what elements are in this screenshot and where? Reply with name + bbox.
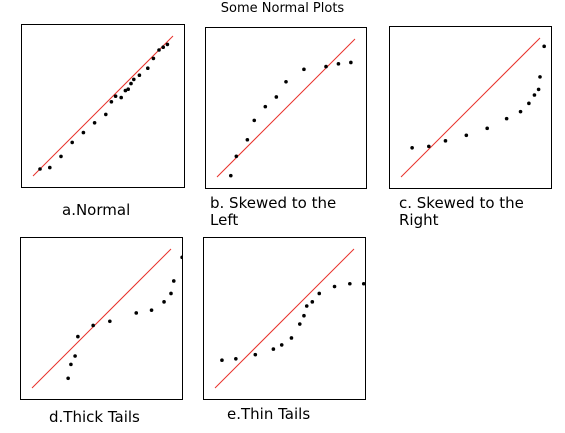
data-point	[119, 95, 123, 100]
data-point	[302, 313, 306, 318]
reference-line	[214, 248, 355, 389]
data-point	[538, 75, 542, 79]
data-point	[274, 95, 279, 99]
data-point	[443, 139, 448, 143]
data-point	[229, 173, 233, 178]
data-point	[134, 311, 139, 315]
data-point	[126, 87, 130, 91]
data-point	[542, 44, 546, 49]
plot-frame	[20, 237, 183, 400]
plot-normal	[21, 24, 185, 188]
data-point	[427, 144, 431, 149]
caption-skewed-left: b. Skewed to the Left	[210, 194, 337, 229]
data-point	[284, 79, 288, 84]
caption-thick-tails: d.Thick Tails	[49, 408, 140, 426]
data-point	[151, 56, 156, 61]
caption-normal: a.Normal	[62, 201, 131, 219]
data-point	[332, 284, 337, 289]
caption-skewed-right: c. Skewed to the Right	[399, 194, 524, 229]
data-point	[220, 358, 224, 362]
data-point	[245, 137, 250, 142]
plot-frame	[203, 237, 366, 400]
data-point	[91, 323, 95, 328]
data-point	[76, 334, 80, 339]
reference-line	[216, 38, 356, 178]
data-point	[527, 101, 531, 106]
data-point	[317, 291, 322, 296]
data-point	[162, 300, 166, 304]
plot-thick-tails	[20, 237, 183, 400]
data-point	[104, 112, 108, 117]
data-point	[180, 255, 183, 260]
data-point	[59, 154, 63, 159]
data-point	[129, 81, 133, 86]
data-point	[165, 42, 170, 47]
data-point	[289, 336, 294, 340]
data-point	[361, 281, 366, 286]
page-title: Some Normal Plots	[220, 1, 345, 16]
data-point	[518, 109, 523, 114]
data-point	[310, 300, 315, 304]
data-point	[297, 322, 302, 326]
data-point	[113, 94, 118, 98]
data-point	[324, 64, 328, 69]
plot-skewed-right	[389, 26, 552, 189]
data-point	[109, 100, 114, 104]
data-point	[464, 133, 469, 138]
data-point	[149, 308, 154, 312]
data-point	[234, 154, 239, 159]
data-point	[171, 279, 176, 283]
data-point	[234, 357, 238, 361]
data-point	[132, 77, 136, 82]
data-point	[271, 347, 276, 351]
data-point	[146, 66, 150, 70]
data-point	[169, 291, 173, 296]
data-point	[348, 281, 352, 286]
plot-thin-tails	[203, 237, 366, 400]
data-point	[70, 140, 74, 145]
plot-skewed-left	[205, 27, 367, 189]
data-point	[92, 121, 97, 125]
data-point	[336, 62, 341, 66]
data-point	[137, 73, 142, 77]
data-point	[161, 45, 165, 49]
reference-line	[32, 35, 174, 177]
data-point	[253, 352, 258, 357]
data-point	[304, 304, 309, 308]
data-point	[123, 88, 128, 93]
data-point	[38, 167, 42, 171]
data-point	[504, 116, 509, 121]
data-point	[263, 104, 268, 109]
data-point	[410, 146, 414, 150]
data-point	[81, 130, 86, 135]
data-point	[536, 87, 541, 92]
data-point	[48, 165, 52, 170]
plot-frame	[389, 26, 552, 189]
data-point	[252, 118, 257, 123]
data-point	[66, 376, 70, 381]
data-point	[69, 362, 73, 367]
caption-thin-tails: e.Thin Tails	[227, 405, 311, 423]
data-point	[73, 354, 77, 358]
data-point	[485, 126, 489, 131]
data-point	[279, 343, 284, 347]
plot-frame	[21, 24, 185, 188]
data-point	[532, 93, 537, 97]
plot-frame	[205, 27, 367, 189]
data-point	[157, 48, 161, 52]
data-point	[108, 319, 112, 324]
data-point	[349, 60, 353, 65]
reference-line	[31, 248, 172, 389]
reference-line	[400, 37, 541, 178]
data-point	[302, 67, 306, 72]
